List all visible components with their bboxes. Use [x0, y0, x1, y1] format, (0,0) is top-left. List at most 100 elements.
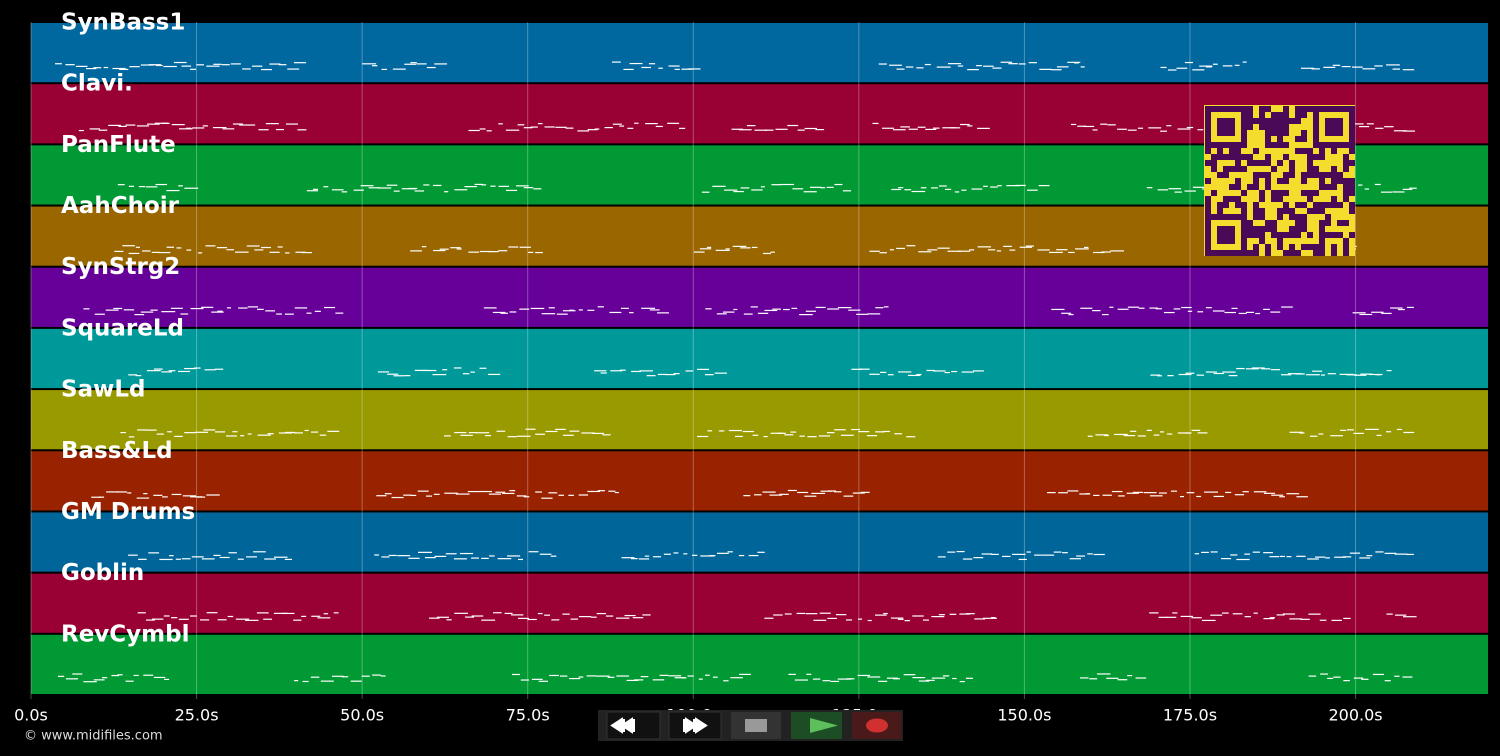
qr-module: [1289, 244, 1295, 250]
qr-module: [1301, 112, 1307, 118]
qr-module: [1325, 142, 1331, 148]
qr-module: [1283, 208, 1289, 214]
qr-module: [1331, 106, 1337, 112]
qr-module: [1301, 136, 1307, 142]
qr-module: [1319, 250, 1325, 256]
qr-module: [1277, 208, 1283, 214]
qr-module: [1217, 202, 1223, 208]
qr-module: [1235, 142, 1241, 148]
qr-module: [1349, 118, 1355, 124]
qr-module: [1259, 214, 1265, 220]
qr-module: [1259, 238, 1265, 244]
qr-module: [1319, 178, 1325, 184]
qr-module: [1319, 244, 1325, 250]
qr-module: [1313, 130, 1319, 136]
qr-module: [1265, 106, 1271, 112]
qr-module: [1277, 160, 1283, 166]
qr-module: [1229, 226, 1235, 232]
qr-module: [1343, 178, 1349, 184]
qr-module: [1253, 160, 1259, 166]
qr-module: [1253, 226, 1259, 232]
qr-module: [1271, 166, 1277, 172]
qr-module: [1271, 190, 1277, 196]
track-name: Bass&Ld: [61, 438, 173, 464]
transport-controls: [598, 710, 903, 741]
qr-module: [1319, 142, 1325, 148]
rewind-button[interactable]: [606, 711, 661, 740]
stop-button[interactable]: [731, 712, 781, 739]
qr-code: [1204, 105, 1355, 256]
qr-module: [1343, 154, 1349, 160]
qr-module: [1295, 220, 1301, 226]
qr-module: [1343, 196, 1349, 202]
qr-module: [1313, 202, 1319, 208]
qr-module: [1217, 172, 1223, 178]
track-name: GM Drums: [61, 499, 195, 525]
x-tick-label: 50.0s: [340, 706, 384, 725]
qr-module: [1229, 154, 1235, 160]
qr-module: [1217, 106, 1223, 112]
qr-module: [1205, 250, 1211, 256]
qr-module: [1337, 130, 1343, 136]
qr-module: [1319, 208, 1325, 214]
qr-module: [1235, 196, 1241, 202]
qr-module: [1205, 214, 1211, 220]
qr-module: [1217, 148, 1223, 154]
qr-module: [1301, 148, 1307, 154]
qr-module: [1253, 118, 1259, 124]
qr-module: [1283, 178, 1289, 184]
qr-module: [1235, 148, 1241, 154]
qr-module: [1283, 202, 1289, 208]
qr-module: [1259, 208, 1265, 214]
qr-module: [1331, 172, 1337, 178]
qr-module: [1349, 136, 1355, 142]
qr-module: [1229, 196, 1235, 202]
qr-module: [1253, 208, 1259, 214]
qr-module: [1265, 118, 1271, 124]
qr-module: [1307, 190, 1313, 196]
qr-module: [1277, 190, 1283, 196]
qr-module: [1271, 232, 1277, 238]
qr-module: [1319, 232, 1325, 238]
qr-module: [1277, 130, 1283, 136]
qr-module: [1271, 118, 1277, 124]
qr-module: [1295, 148, 1301, 154]
qr-module: [1223, 214, 1229, 220]
qr-module: [1349, 142, 1355, 148]
qr-module: [1205, 124, 1211, 130]
qr-module: [1325, 202, 1331, 208]
fast-forward-button[interactable]: [668, 711, 722, 740]
record-button[interactable]: [852, 712, 901, 739]
track-lane: [31, 451, 1488, 511]
qr-module: [1241, 136, 1247, 142]
qr-module: [1205, 202, 1211, 208]
qr-module: [1337, 118, 1343, 124]
qr-module: [1289, 172, 1295, 178]
qr-module: [1331, 184, 1337, 190]
qr-module: [1217, 238, 1223, 244]
qr-module: [1211, 190, 1217, 196]
track-name: SynStrg2: [61, 254, 180, 280]
qr-module: [1247, 106, 1253, 112]
qr-module: [1283, 154, 1289, 160]
qr-module: [1295, 112, 1301, 118]
qr-module: [1229, 166, 1235, 172]
qr-module: [1229, 148, 1235, 154]
play-button[interactable]: [791, 712, 842, 739]
qr-module: [1301, 106, 1307, 112]
qr-module: [1295, 118, 1301, 124]
qr-module: [1337, 172, 1343, 178]
qr-module: [1313, 166, 1319, 172]
qr-module: [1223, 196, 1229, 202]
qr-module: [1349, 202, 1355, 208]
qr-module: [1295, 226, 1301, 232]
qr-module: [1283, 106, 1289, 112]
qr-module: [1349, 124, 1355, 130]
qr-module: [1349, 160, 1355, 166]
qr-module: [1343, 220, 1349, 226]
qr-module: [1313, 172, 1319, 178]
qr-module: [1319, 106, 1325, 112]
qr-module: [1283, 250, 1289, 256]
qr-module: [1319, 220, 1325, 226]
qr-module: [1301, 202, 1307, 208]
